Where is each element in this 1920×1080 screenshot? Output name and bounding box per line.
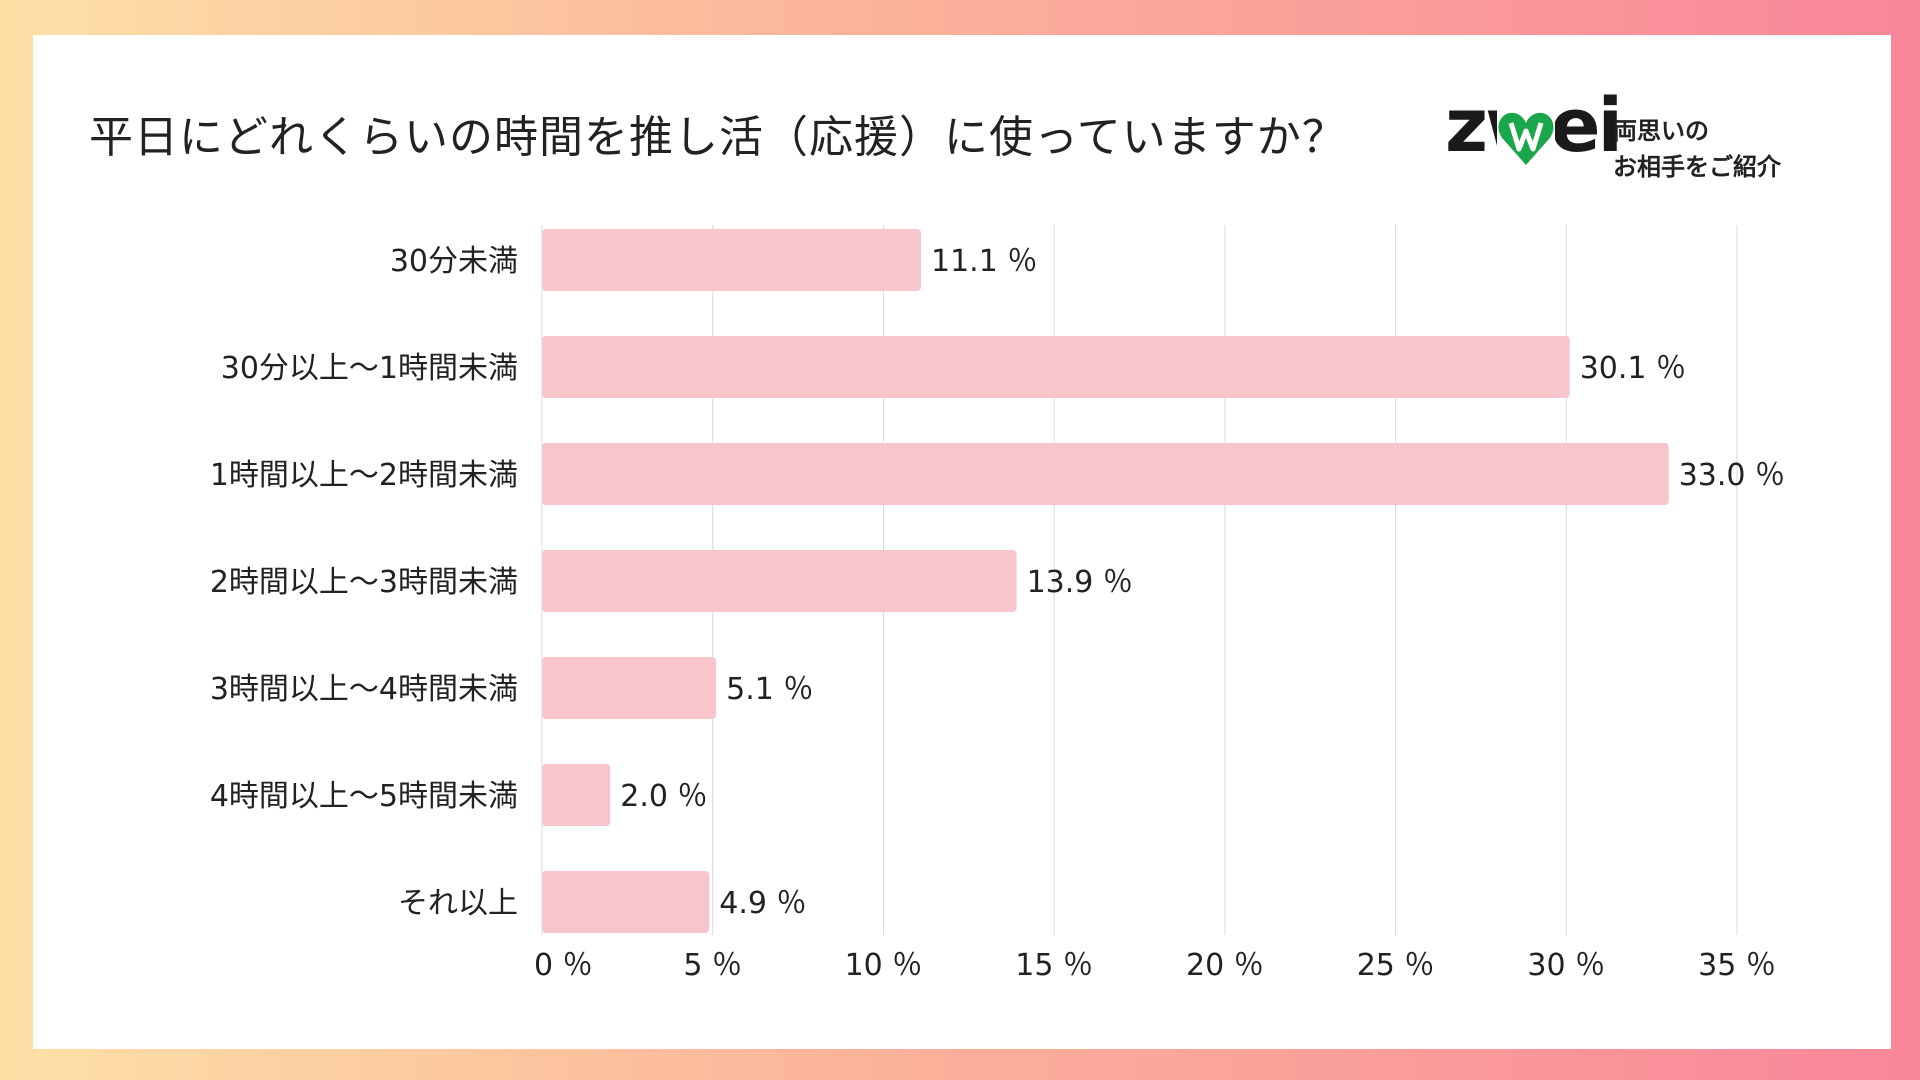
bar <box>542 336 1570 398</box>
value-label: 33.0 ％ <box>1679 458 1785 493</box>
category-label: 4時間以上～5時間未満 <box>210 779 518 814</box>
bar-chart: 0 ％ 5 ％ 10 ％ 15 ％ 20 ％ 25 ％ 30 ％ 35 ％ 30分未満 11.1 … <box>210 225 1785 983</box>
value-label: 13.9 ％ <box>1027 565 1133 600</box>
category-label: 3時間以上～4時間未満 <box>210 672 518 707</box>
logo-tagline: 両思いの お相手をご紹介 <box>1613 113 1781 185</box>
value-label: 11.1 ％ <box>931 244 1037 279</box>
category-label: 2時間以上～3時間未満 <box>210 565 518 600</box>
value-label: 2.0 ％ <box>620 779 707 814</box>
x-tick-label: 25 ％ <box>1357 948 1435 983</box>
chart-card: 平日にどれくらいの時間を推し活（応援）に使っていますか？ zwei 両思いの お… <box>33 35 1891 1049</box>
x-tick-label: 5 ％ <box>683 948 742 983</box>
value-label: 5.1 ％ <box>726 672 813 707</box>
page-title: 平日にどれくらいの時間を推し活（応援）に使っていますか？ <box>89 112 1347 163</box>
category-label: 30分未満 <box>390 244 518 279</box>
bar <box>542 764 611 826</box>
bar <box>542 443 1669 505</box>
value-label: 30.1 ％ <box>1580 351 1686 386</box>
x-tick-label: 10 ％ <box>845 948 923 983</box>
bar <box>542 550 1017 612</box>
logo-tagline-line1: 両思いの <box>1613 116 1709 145</box>
x-tick-label: 15 ％ <box>1015 948 1093 983</box>
bar <box>542 657 717 719</box>
bar <box>542 871 710 933</box>
bar <box>542 229 921 291</box>
logo-tagline-line2: お相手をご紹介 <box>1613 152 1781 181</box>
x-tick-label: 30 ％ <box>1527 948 1605 983</box>
x-tick-label: 35 ％ <box>1698 948 1776 983</box>
category-label: それ以上 <box>398 886 518 921</box>
value-label: 4.9 ％ <box>719 886 806 921</box>
zwei-logo: zwei 両思いの お相手をご紹介 <box>1445 71 1845 181</box>
x-tick-label: 20 ％ <box>1186 948 1264 983</box>
category-label: 1時間以上～2時間未満 <box>210 458 518 493</box>
category-label: 30分以上～1時間未満 <box>221 351 518 386</box>
x-tick-label: 0 ％ <box>534 948 593 983</box>
heart-icon <box>1497 109 1555 169</box>
